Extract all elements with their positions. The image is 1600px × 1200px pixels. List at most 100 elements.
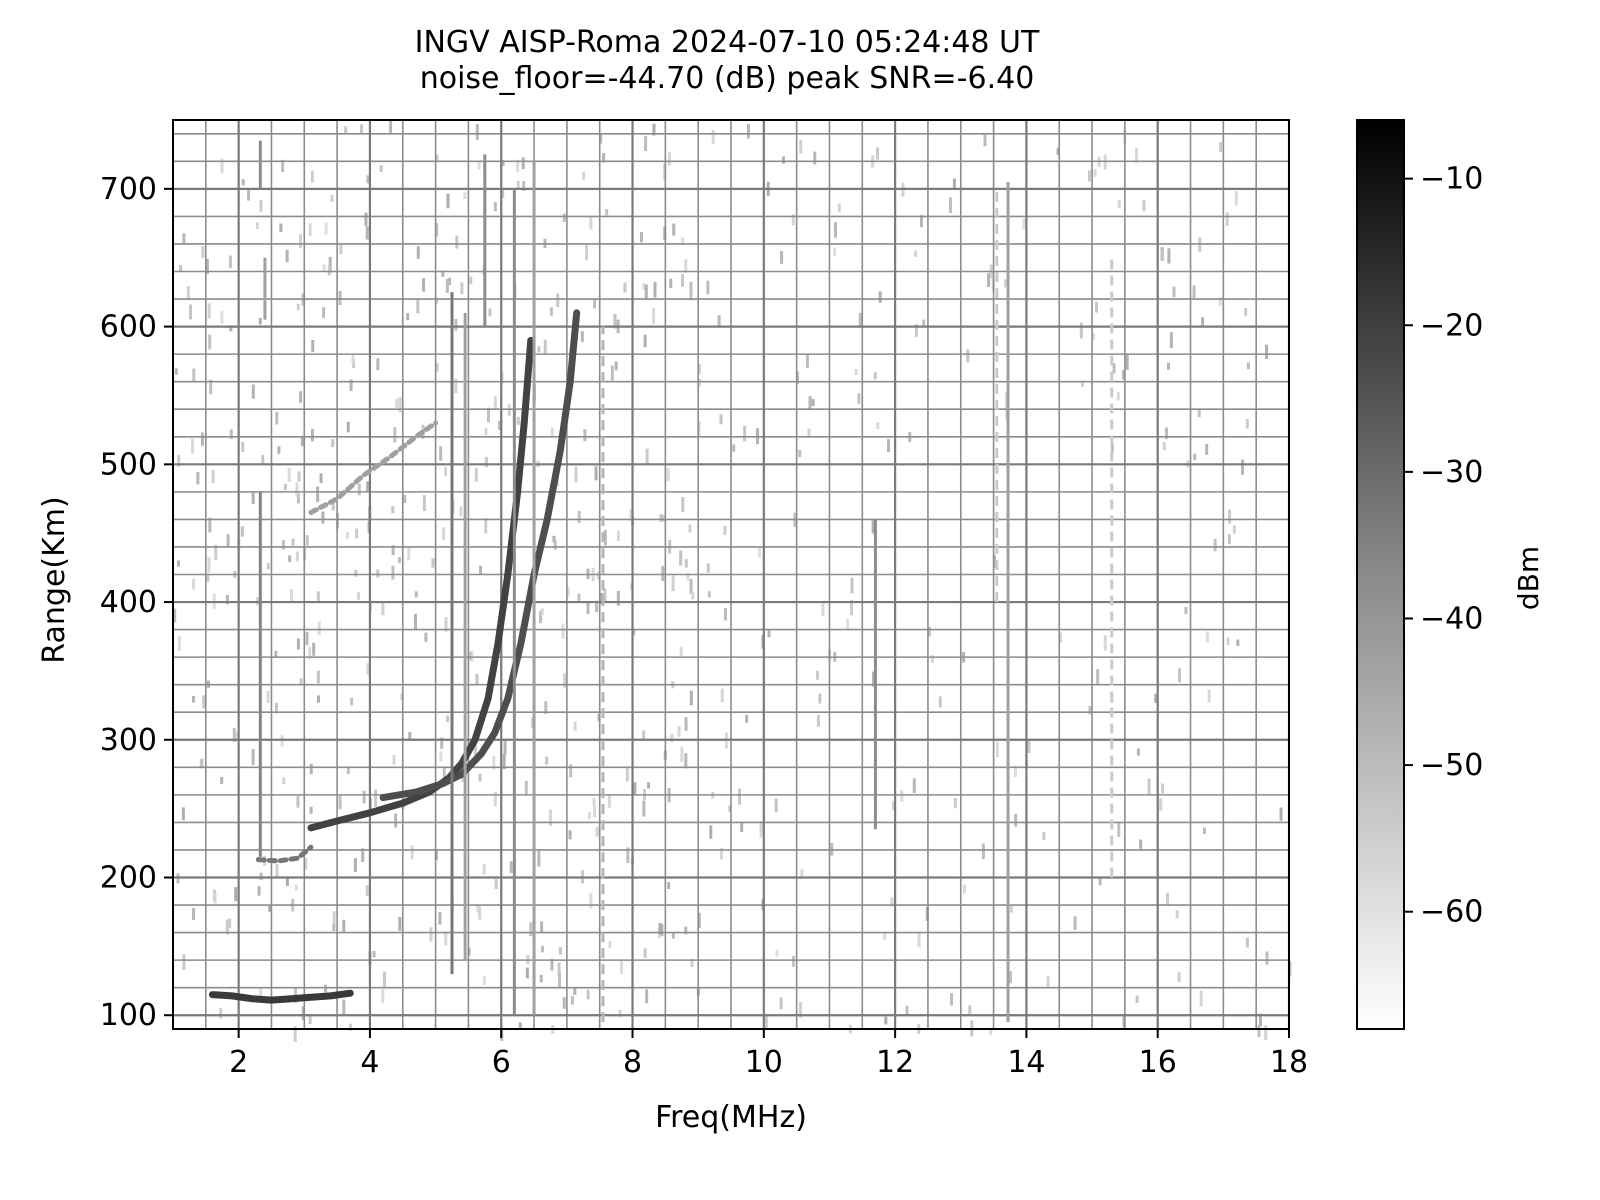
noise-speckle (478, 773, 482, 782)
noise-speckle (324, 222, 328, 235)
plot-area (172, 119, 1292, 1042)
noise-speckle (202, 695, 206, 709)
noise-speckle (477, 162, 481, 170)
noise-speckle (300, 436, 304, 447)
noise-speckle (983, 134, 987, 147)
noise-speckle (398, 916, 402, 931)
noise-speckle (1213, 538, 1217, 552)
noise-speckle (1094, 301, 1098, 313)
noise-speckle (850, 577, 854, 594)
noise-speckle (321, 511, 325, 524)
noise-speckle (403, 495, 407, 503)
noise-speckle (927, 626, 931, 637)
noise-speckle (1135, 148, 1139, 163)
noise-speckle (689, 293, 693, 301)
noise-speckle (516, 180, 520, 189)
noise-speckle (389, 120, 393, 134)
noise-speckle (475, 123, 479, 140)
noise-speckle (352, 358, 356, 369)
noise-speckle (206, 574, 210, 582)
noise-speckle (220, 311, 224, 324)
noise-speckle (191, 695, 195, 703)
noise-speckle (311, 339, 315, 353)
noise-speckle (266, 691, 270, 703)
noise-speckle (376, 569, 380, 578)
noise-speckle (1056, 147, 1060, 155)
noise-speckle (669, 278, 673, 289)
x-tick-label: 6 (492, 1045, 511, 1080)
noise-speckle (316, 486, 320, 503)
noise-speckle (312, 642, 316, 656)
noise-speckle (289, 589, 293, 603)
noise-speckle (566, 587, 570, 597)
y-tick-label: 200 (100, 861, 157, 896)
noise-speckle (871, 520, 875, 534)
noise-speckle (1117, 199, 1121, 209)
noise-speckle (670, 734, 674, 743)
noise-speckle (1244, 307, 1248, 316)
noise-speckle (545, 756, 549, 765)
noise-speckle (767, 630, 771, 638)
noise-speckle (987, 273, 991, 288)
y-axis-label: Range(Km) (37, 496, 72, 663)
noise-speckle (679, 646, 683, 657)
noise-speckle (607, 794, 611, 808)
noise-speckle (950, 993, 954, 1006)
noise-speckle (522, 180, 526, 191)
noise-speckle (281, 159, 285, 173)
noise-speckle (416, 246, 420, 259)
noise-speckle (398, 397, 402, 413)
noise-speckle (728, 805, 732, 812)
noise-speckle (446, 193, 450, 209)
noise-speckle (570, 995, 574, 1005)
noise-speckle (1218, 297, 1222, 306)
trace-f-layer-ordinary (307, 336, 535, 832)
noise-speckle (697, 378, 701, 387)
noise-speckle (645, 989, 649, 1004)
noise-speckle (309, 763, 313, 775)
noise-speckle (558, 972, 562, 987)
noise-speckle (539, 610, 543, 624)
noise-speckle (666, 467, 670, 482)
noise-speckle (686, 572, 690, 581)
noise-speckle (690, 958, 694, 968)
noise-speckle (680, 746, 684, 763)
noise-speckle (1205, 443, 1209, 455)
noise-speckle (494, 879, 498, 890)
noise-speckle (498, 420, 502, 431)
noise-speckle (743, 425, 747, 442)
noise-speckle (938, 696, 942, 708)
noise-speckle (764, 1016, 768, 1029)
noise-speckle (177, 636, 181, 652)
noise-speckle (247, 188, 251, 201)
noise-speckle (738, 788, 742, 805)
noise-speckle (643, 334, 647, 348)
noise-speckle (438, 912, 442, 925)
noise-speckle (653, 281, 657, 298)
noise-speckle (293, 1026, 297, 1042)
noise-speckle (1091, 333, 1095, 341)
noise-speckle (1226, 637, 1230, 645)
noise-speckle (431, 558, 435, 568)
noise-speckle (173, 608, 177, 623)
noise-speckle (679, 550, 683, 566)
noise-speckle (1205, 631, 1209, 643)
noise-speckle (1232, 525, 1236, 534)
noise-speckle (962, 884, 966, 894)
noise-speckle (181, 807, 185, 821)
noise-speckle (435, 363, 439, 372)
noise-speckle (892, 800, 896, 811)
noise-speckle (353, 858, 357, 872)
noise-speckle (875, 147, 879, 160)
noise-speckle (429, 927, 433, 942)
noise-speckle (444, 931, 448, 946)
noise-speckle (799, 1002, 803, 1018)
noise-speckle (232, 728, 236, 742)
noise-speckle (586, 989, 590, 1000)
noise-speckle (208, 334, 212, 350)
noise-speckle (723, 525, 727, 536)
noise-speckle (1265, 344, 1269, 359)
noise-speckle (1241, 459, 1245, 475)
noise-speckle (1139, 839, 1143, 849)
x-tick-label: 18 (1270, 1045, 1308, 1080)
